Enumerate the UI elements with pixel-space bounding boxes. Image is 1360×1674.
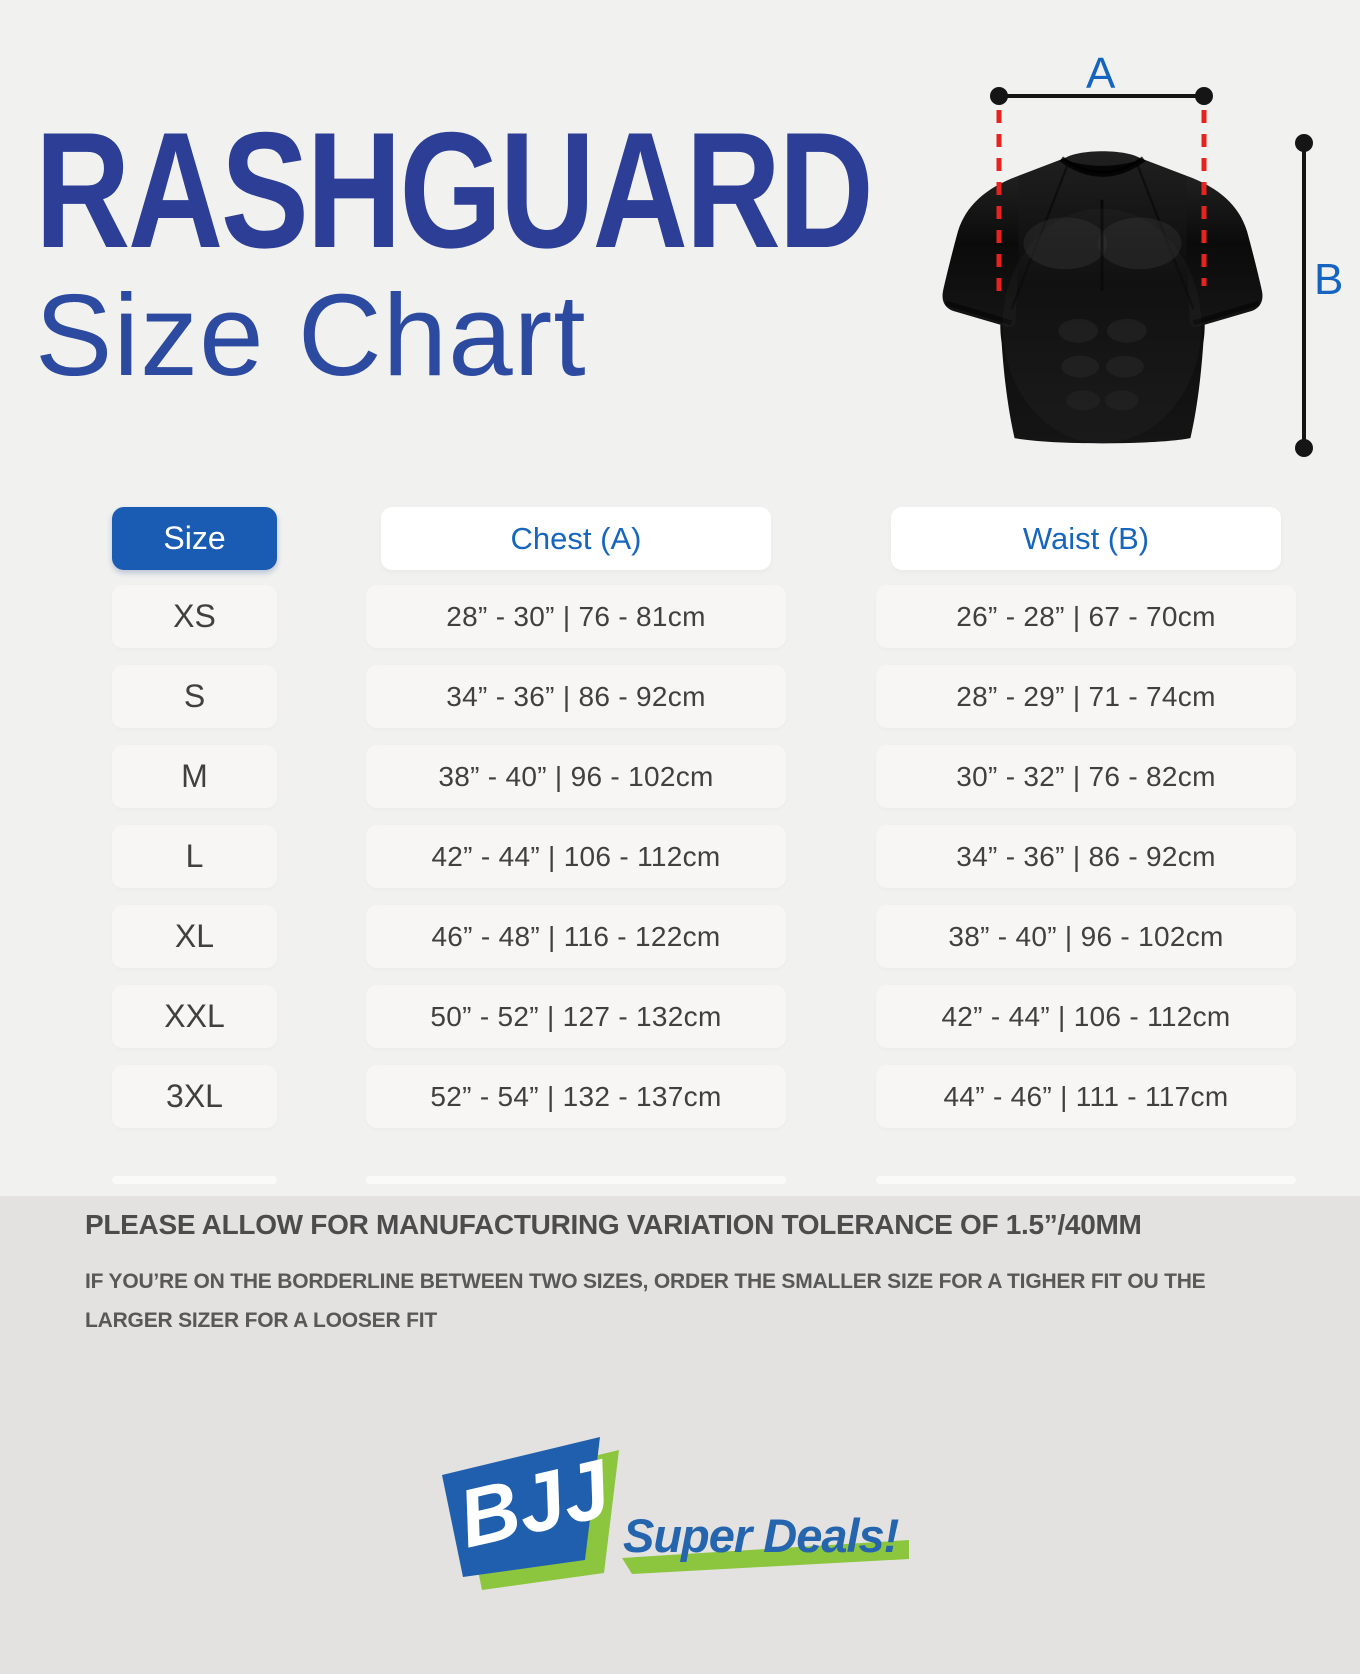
chest-cell: 52” - 54” | 132 - 137cm [366,1065,786,1128]
column-header-chest: Chest (A) [381,507,771,570]
table-row-xs: XS 28” - 30” | 76 - 81cm 26” - 28” | 67 … [112,585,1296,648]
height-endpoint-dot-bottom [1295,439,1313,457]
chest-cell: 38” - 40” | 96 - 102cm [366,745,786,808]
chest-cell: 34” - 36” | 86 - 92cm [366,665,786,728]
column-header-size: Size [112,507,277,570]
shirt-seam-right [1136,165,1195,310]
waist-cell: 34” - 36” | 86 - 92cm [876,825,1296,888]
shirt-collar-seam [1059,156,1146,177]
table-row-xl: XL 46” - 48” | 116 - 122cm 38” - 40” | 9… [112,905,1296,968]
table-row-l: L 42” - 44” | 106 - 112cm 34” - 36” | 86… [112,825,1296,888]
measure-label-b: B [1314,255,1344,304]
page-subtitle: Size Chart [35,270,587,400]
logo-tagline-text: Super Deals! [623,1509,899,1562]
page-title: RASHGUARD [35,98,874,282]
waist-cell: 44” - 46” | 111 - 117cm [876,1065,1296,1128]
logo-blue-panel [442,1437,600,1577]
table-row-s: S 34” - 36” | 86 - 92cm 28” - 29” | 71 -… [112,665,1296,728]
size-cell: XS [112,585,277,648]
chest-cell: 50” - 52” | 127 - 132cm [366,985,786,1048]
shirt-shading [1002,199,1202,444]
chest-endpoint-dot-right [1195,87,1213,105]
table-fade-strip [112,1176,277,1184]
table-header-row: Size Chest (A) Waist (B) [112,507,1296,570]
waist-cell: 38” - 40” | 96 - 102cm [876,905,1296,968]
table-fade-strip [876,1176,1296,1184]
column-header-chest-wrap: Chest (A) [366,507,786,570]
shirt-seam-left [1010,165,1069,310]
chest-cell: 46” - 48” | 116 - 122cm [366,905,786,968]
shirt-torso [1000,151,1205,444]
size-cell: M [112,745,277,808]
waist-cell: 26” - 28” | 67 - 70cm [876,585,1296,648]
chest-endpoint-dot-left [990,87,1008,105]
waist-cell: 30” - 32” | 76 - 82cm [876,745,1296,808]
height-endpoint-dot-top [1295,134,1313,152]
chest-cell: 28” - 30” | 76 - 81cm [366,585,786,648]
rashguard-illustration [942,151,1263,444]
table-fade-strip [366,1176,786,1184]
size-cell: XL [112,905,277,968]
table-row-xxl: XXL 50” - 52” | 127 - 132cm 42” - 44” | … [112,985,1296,1048]
column-header-waist: Waist (B) [891,507,1281,570]
logo-green-swoosh [622,1540,909,1574]
shirt-hem-left [945,300,1013,326]
measure-label-a: A [1086,49,1116,98]
size-cell: 3XL [112,1065,277,1128]
waist-cell: 42” - 44” | 106 - 112cm [876,985,1296,1048]
chest-cell: 42” - 44” | 106 - 112cm [366,825,786,888]
fit-note: IF YOU’RE ON THE BORDERLINE BETWEEN TWO … [85,1270,1206,1332]
size-cell: XXL [112,985,277,1048]
shirt-hem-right [1192,300,1260,326]
waist-cell: 28” - 29” | 71 - 74cm [876,665,1296,728]
bjj-super-deals-logo: BJJ Super Deals! [442,1437,909,1590]
table-row-m: M 38” - 40” | 96 - 102cm 30” - 32” | 76 … [112,745,1296,808]
size-cell: S [112,665,277,728]
tolerance-note: PLEASE ALLOW FOR MANUFACTURING VARIATION… [85,1209,1142,1240]
size-cell: L [112,825,277,888]
table-row-3xl: 3XL 52” - 54” | 132 - 137cm 44” - 46” | … [112,1065,1296,1128]
footer-band [0,1196,1360,1674]
column-header-waist-wrap: Waist (B) [876,507,1296,570]
size-table: Size Chest (A) Waist (B) XS 28” - 30” | … [112,507,1296,1145]
